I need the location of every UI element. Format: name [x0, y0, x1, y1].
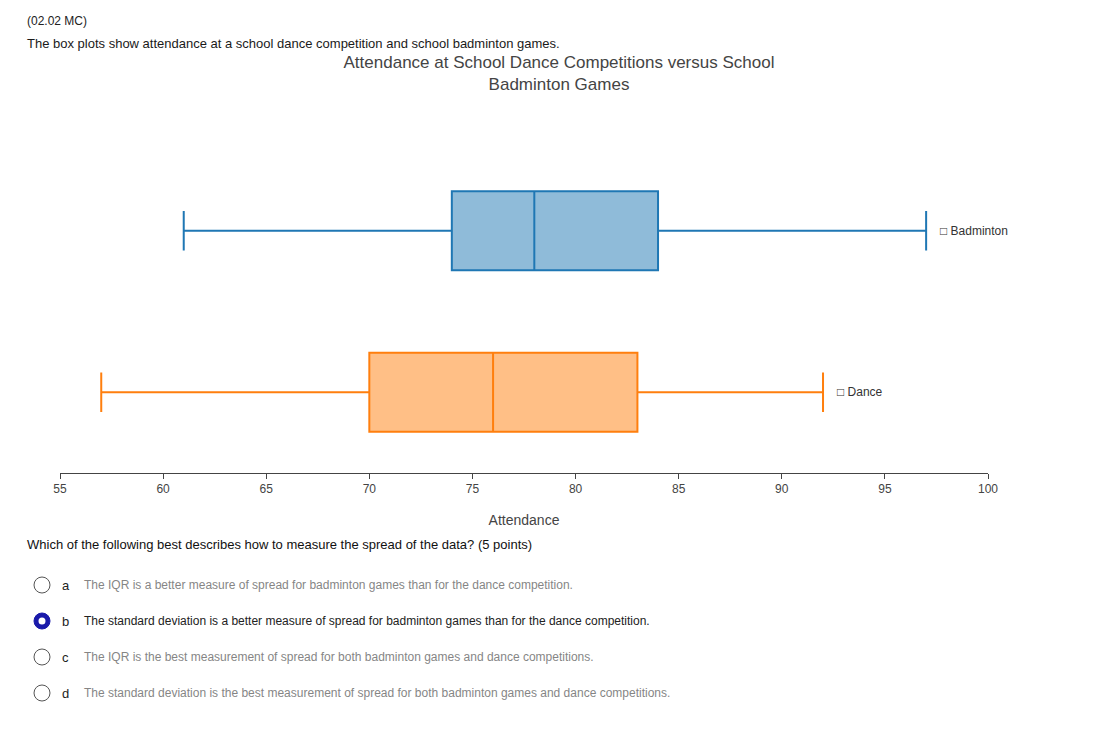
svg-text:70: 70 — [363, 482, 377, 496]
svg-text:□ Badminton: □ Badminton — [940, 224, 1008, 238]
svg-text:The IQR is the best measuremen: The IQR is the best measurement of sprea… — [84, 650, 594, 664]
svg-text:The standard deviation is the: The standard deviation is the best measu… — [84, 686, 670, 700]
svg-text:b: b — [62, 614, 69, 629]
svg-text:□ Dance: □ Dance — [837, 385, 883, 399]
svg-text:c: c — [62, 650, 69, 665]
svg-text:The box plots show attendance: The box plots show attendance at a schoo… — [27, 36, 560, 51]
svg-text:The standard deviation is a be: The standard deviation is a better measu… — [84, 614, 650, 628]
svg-text:55: 55 — [53, 482, 67, 496]
svg-text:Attendance: Attendance — [489, 512, 560, 528]
svg-text:Attendance at School Dance Com: Attendance at School Dance Competitions … — [344, 53, 775, 94]
svg-text:90: 90 — [775, 482, 789, 496]
svg-text:65: 65 — [260, 482, 274, 496]
svg-text:(02.02 MC): (02.02 MC) — [27, 14, 87, 28]
svg-text:The IQR is a better measure of: The IQR is a better measure of spread fo… — [84, 578, 573, 592]
svg-text:85: 85 — [672, 482, 686, 496]
svg-text:60: 60 — [156, 482, 170, 496]
svg-text:80: 80 — [569, 482, 583, 496]
svg-text:100: 100 — [978, 482, 998, 496]
svg-text:d: d — [62, 686, 69, 701]
svg-text:95: 95 — [878, 482, 892, 496]
svg-text:Which of the following best de: Which of the following best describes ho… — [27, 537, 532, 552]
svg-text:a: a — [62, 578, 70, 593]
svg-text:75: 75 — [466, 482, 480, 496]
